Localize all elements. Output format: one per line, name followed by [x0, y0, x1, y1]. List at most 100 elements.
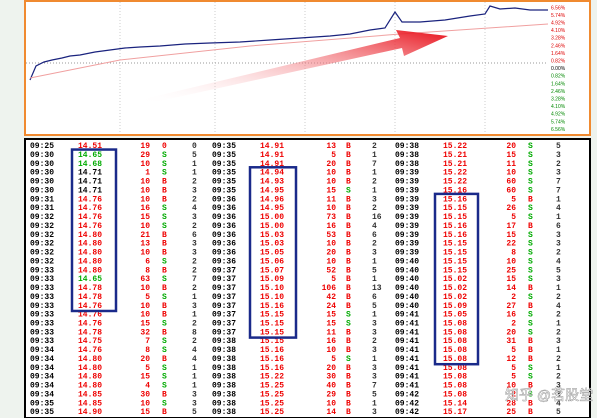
price: 15.02 [443, 275, 467, 284]
time: 09:37 [212, 328, 236, 337]
axis-label: 0.82% [551, 59, 566, 65]
side: B [162, 195, 167, 204]
count: 1 [372, 311, 377, 320]
side: B [346, 373, 351, 382]
price: 15.03 [260, 231, 284, 240]
price: 14.78 [78, 328, 102, 337]
time: 09:33 [30, 293, 54, 302]
volume: 10 [326, 169, 336, 178]
volume: 6 [145, 257, 150, 266]
price: 15.05 [443, 311, 467, 320]
price: 14.51 [78, 142, 102, 151]
price: 15.22 [443, 178, 467, 187]
side: S [346, 311, 351, 320]
side: S [528, 178, 533, 187]
price: 14.85 [78, 399, 102, 408]
side: S [346, 355, 351, 364]
side: B [346, 257, 351, 266]
price: 14.95 [260, 204, 284, 213]
axis-label: 3.28% [551, 36, 566, 42]
price: 14.94 [260, 169, 284, 178]
side: S [528, 231, 533, 240]
volume: 8 [511, 249, 516, 258]
count: 3 [372, 346, 377, 355]
side: B [346, 222, 351, 231]
volume: 20 [506, 328, 516, 337]
time: 09:41 [395, 355, 419, 364]
volume: 15 [506, 231, 516, 240]
volume: 5 [331, 275, 336, 284]
time: 09:33 [30, 320, 54, 329]
count: 5 [556, 142, 561, 151]
time: 09:39 [395, 213, 419, 222]
count: 3 [372, 408, 377, 417]
side: S [162, 222, 167, 231]
count: 3 [192, 240, 197, 249]
count: 1 [556, 284, 561, 293]
side: B [162, 390, 167, 399]
volume: 25 [506, 266, 516, 275]
volume: 10 [140, 195, 150, 204]
axis-label: 4.92% [551, 112, 566, 118]
price: 15.15 [443, 249, 467, 258]
price: 15.15 [443, 213, 467, 222]
volume: 13 [140, 240, 150, 249]
count: 6 [192, 231, 197, 240]
volume: 16 [326, 337, 336, 346]
time: 09:33 [30, 275, 54, 284]
volume: 15 [140, 320, 150, 329]
count: 4 [192, 346, 197, 355]
volume: 2 [511, 293, 516, 302]
price: 14.80 [78, 266, 102, 275]
count: 2 [556, 249, 561, 258]
count: 3 [556, 337, 561, 346]
count: 4 [556, 204, 561, 213]
price: 14.80 [78, 373, 102, 382]
price: 15.22 [260, 373, 284, 382]
price: 15.08 [443, 382, 467, 391]
time: 09:38 [395, 151, 419, 160]
volume: 10 [140, 222, 150, 231]
count: 6 [372, 231, 377, 240]
count: 2 [556, 160, 561, 169]
side: B [346, 390, 351, 399]
price: 14.90 [78, 408, 102, 417]
time: 09:38 [395, 142, 419, 151]
time: 09:38 [212, 346, 236, 355]
time: 09:40 [395, 293, 419, 302]
count: 3 [192, 390, 197, 399]
price: 15.16 [260, 355, 284, 364]
price: 15.22 [443, 169, 467, 178]
count: 1 [372, 399, 377, 408]
volume: 15 [326, 320, 336, 329]
price: 15.25 [260, 390, 284, 399]
side: B [346, 346, 351, 355]
side: S [528, 240, 533, 249]
price: 15.16 [443, 195, 467, 204]
count: 7 [372, 160, 377, 169]
side: S [162, 169, 167, 178]
price: 15.09 [443, 302, 467, 311]
count: 2 [372, 142, 377, 151]
time: 09:34 [30, 390, 54, 399]
side: B [346, 151, 351, 160]
volume: 21 [140, 231, 150, 240]
volume: 15 [326, 186, 336, 195]
axis-label: 4.92% [551, 21, 566, 27]
side: B [162, 240, 167, 249]
count: 5 [372, 266, 377, 275]
count: 4 [556, 257, 561, 266]
price: 15.10 [260, 284, 284, 293]
volume: 2 [511, 320, 516, 329]
time: 09:41 [395, 364, 419, 373]
time: 09:32 [30, 240, 54, 249]
count: 13 [372, 284, 382, 293]
side: B [346, 408, 351, 417]
side: S [528, 257, 533, 266]
count: 3 [556, 275, 561, 284]
time: 09:36 [212, 257, 236, 266]
price: 14.71 [78, 178, 102, 187]
price: 15.25 [260, 408, 284, 417]
count: 0 [192, 142, 197, 151]
count: 7 [556, 178, 561, 187]
